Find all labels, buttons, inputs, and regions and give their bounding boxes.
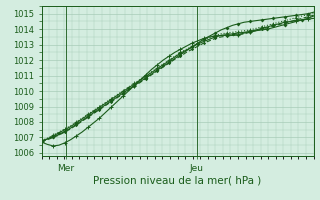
X-axis label: Pression niveau de la mer( hPa ): Pression niveau de la mer( hPa ) <box>93 175 262 185</box>
